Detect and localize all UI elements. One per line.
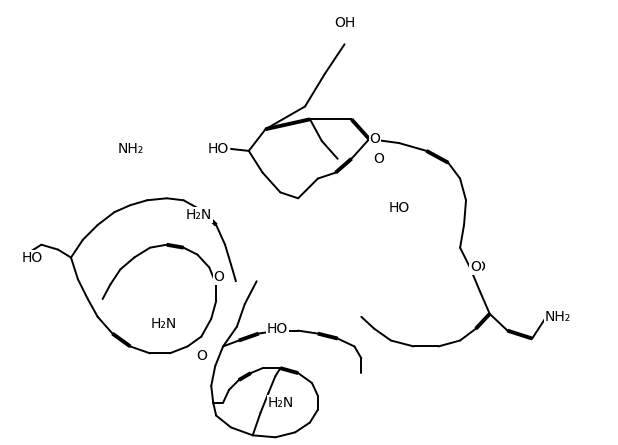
Text: HO: HO [22, 251, 43, 265]
Text: O: O [474, 260, 485, 275]
Text: H₂N: H₂N [267, 396, 294, 410]
Text: O: O [196, 349, 207, 363]
Text: NH₂: NH₂ [117, 142, 143, 156]
Text: H₂N: H₂N [151, 317, 177, 331]
Text: HO: HO [208, 142, 229, 156]
Text: O: O [196, 349, 207, 363]
Text: O: O [470, 260, 481, 275]
Text: O: O [214, 270, 224, 284]
Text: O: O [373, 152, 384, 166]
Text: HO: HO [389, 201, 410, 215]
Text: O: O [214, 270, 224, 284]
Text: H₂N: H₂N [186, 208, 212, 222]
Text: OH: OH [334, 16, 355, 30]
Text: NH₂: NH₂ [545, 310, 571, 324]
Text: HO: HO [267, 322, 288, 336]
Text: O: O [369, 132, 380, 146]
